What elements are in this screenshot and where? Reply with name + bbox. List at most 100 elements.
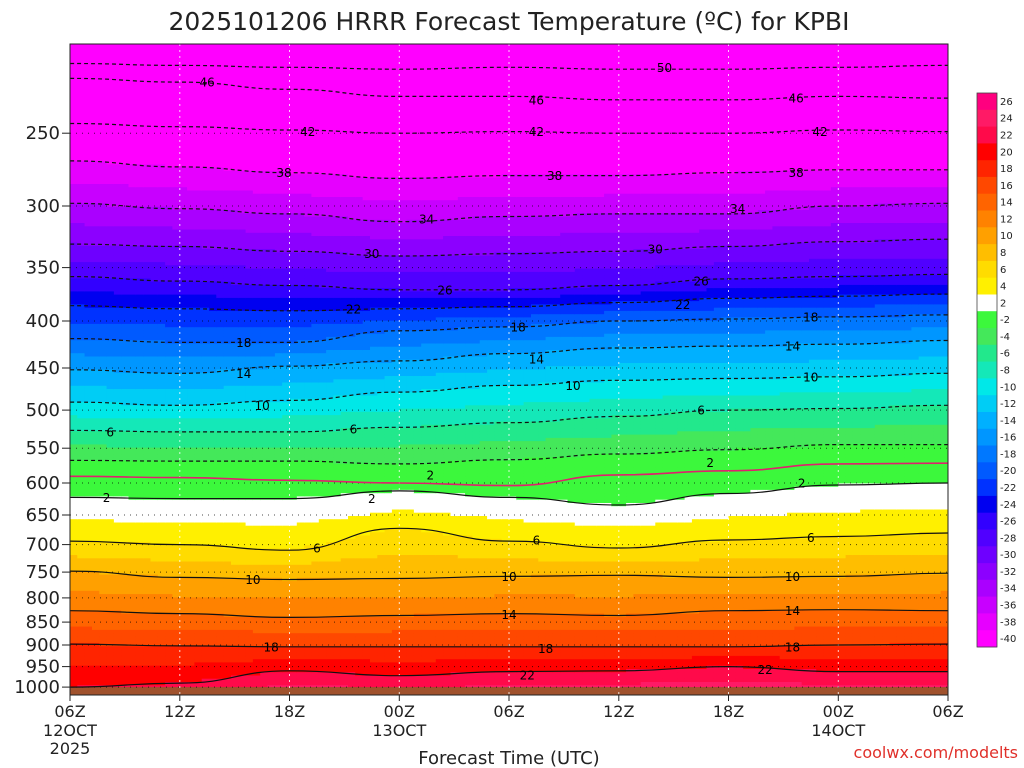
temperature-cell — [216, 639, 225, 644]
temperature-cell — [187, 262, 195, 266]
temperature-cell — [201, 92, 210, 97]
temperature-cell — [135, 392, 144, 397]
temperature-cell — [157, 538, 166, 543]
temperature-cell — [150, 639, 159, 644]
temperature-cell — [216, 213, 225, 218]
temperature-cell — [84, 213, 93, 218]
temperature-cell — [70, 659, 78, 664]
temperature-cell — [179, 105, 188, 110]
temperature-cell — [172, 603, 181, 608]
temperature-cell — [157, 249, 166, 253]
temperature-cell — [77, 662, 86, 667]
temperature-cell — [172, 245, 181, 250]
temperature-cell — [231, 281, 239, 286]
temperature-cell — [165, 545, 173, 550]
temperature-cell — [77, 223, 86, 227]
temperature-cell — [179, 99, 188, 104]
temperature-cell — [157, 203, 166, 208]
temperature-cell — [128, 437, 137, 442]
temperature-cell — [150, 467, 159, 472]
temperature-cell — [92, 271, 100, 276]
temperature-cell — [216, 105, 225, 110]
temperature-cell — [231, 57, 239, 61]
temperature-cell — [121, 83, 130, 87]
temperature-cell — [121, 519, 130, 524]
temperature-cell — [216, 434, 225, 439]
temperature-cell — [179, 519, 188, 524]
temperature-cell — [209, 447, 217, 452]
temperature-cell — [70, 102, 78, 107]
temperature-cell — [150, 336, 159, 341]
temperature-cell — [165, 649, 173, 654]
temperature-cell — [165, 424, 173, 429]
temperature-cell — [187, 415, 195, 419]
temperature-cell — [143, 245, 152, 250]
temperature-cell — [106, 109, 115, 113]
temperature-cell — [179, 470, 188, 475]
temperature-cell — [150, 571, 159, 576]
temperature-cell — [135, 489, 144, 494]
temperature-cell — [179, 278, 188, 283]
temperature-cell — [194, 519, 203, 524]
temperature-cell — [201, 135, 210, 139]
temperature-cell — [172, 457, 181, 462]
temperature-cell — [201, 463, 210, 468]
temperature-cell — [128, 327, 137, 332]
temperature-cell — [92, 226, 100, 231]
temperature-cell — [106, 307, 115, 312]
temperature-cell — [150, 320, 159, 325]
temperature-cell — [92, 555, 100, 559]
temperature-cell — [187, 86, 195, 91]
temperature-cell — [70, 392, 78, 397]
temperature-cell — [194, 437, 203, 442]
temperature-cell — [77, 96, 86, 100]
temperature-cell — [135, 99, 144, 104]
temperature-cell — [113, 405, 122, 410]
temperature-cell — [194, 226, 203, 231]
temperature-cell — [201, 112, 210, 117]
temperature-cell — [172, 197, 181, 201]
temperature-cell — [223, 301, 232, 305]
temperature-cell — [113, 385, 122, 390]
temperature-cell — [84, 629, 93, 634]
temperature-cell — [172, 255, 181, 260]
temperature-cell — [223, 297, 232, 302]
temperature-cell — [216, 551, 225, 556]
temperature-cell — [92, 398, 100, 403]
temperature-cell — [179, 200, 188, 205]
temperature-cell — [135, 636, 144, 641]
temperature-cell — [121, 213, 130, 218]
temperature-cell — [187, 675, 195, 680]
temperature-cell — [84, 623, 93, 628]
temperature-cell — [187, 385, 195, 390]
temperature-cell — [216, 83, 225, 87]
temperature-cell — [165, 548, 173, 553]
temperature-cell — [179, 167, 188, 172]
temperature-cell — [179, 229, 188, 234]
temperature-cell — [84, 535, 93, 540]
temperature-cell — [128, 590, 137, 595]
temperature-cell — [70, 223, 78, 227]
temperature-cell — [172, 509, 181, 514]
temperature-cell — [121, 125, 130, 130]
temperature-cell — [77, 642, 86, 647]
temperature-cell — [216, 499, 225, 504]
temperature-cell — [150, 304, 159, 309]
temperature-cell — [70, 115, 78, 120]
temperature-cell — [77, 288, 86, 292]
temperature-cell — [128, 63, 137, 68]
temperature-cell — [231, 79, 239, 84]
temperature-cell — [165, 83, 173, 87]
temperature-cell — [209, 473, 217, 478]
temperature-cell — [194, 385, 203, 390]
temperature-cell — [128, 73, 137, 78]
temperature-cell — [143, 223, 152, 227]
temperature-cell — [194, 99, 203, 104]
temperature-cell — [194, 529, 203, 533]
temperature-cell — [150, 626, 159, 631]
temperature-cell — [99, 382, 108, 387]
temperature-cell — [194, 372, 203, 377]
temperature-cell — [209, 613, 217, 618]
temperature-cell — [106, 633, 115, 638]
temperature-cell — [165, 226, 173, 231]
